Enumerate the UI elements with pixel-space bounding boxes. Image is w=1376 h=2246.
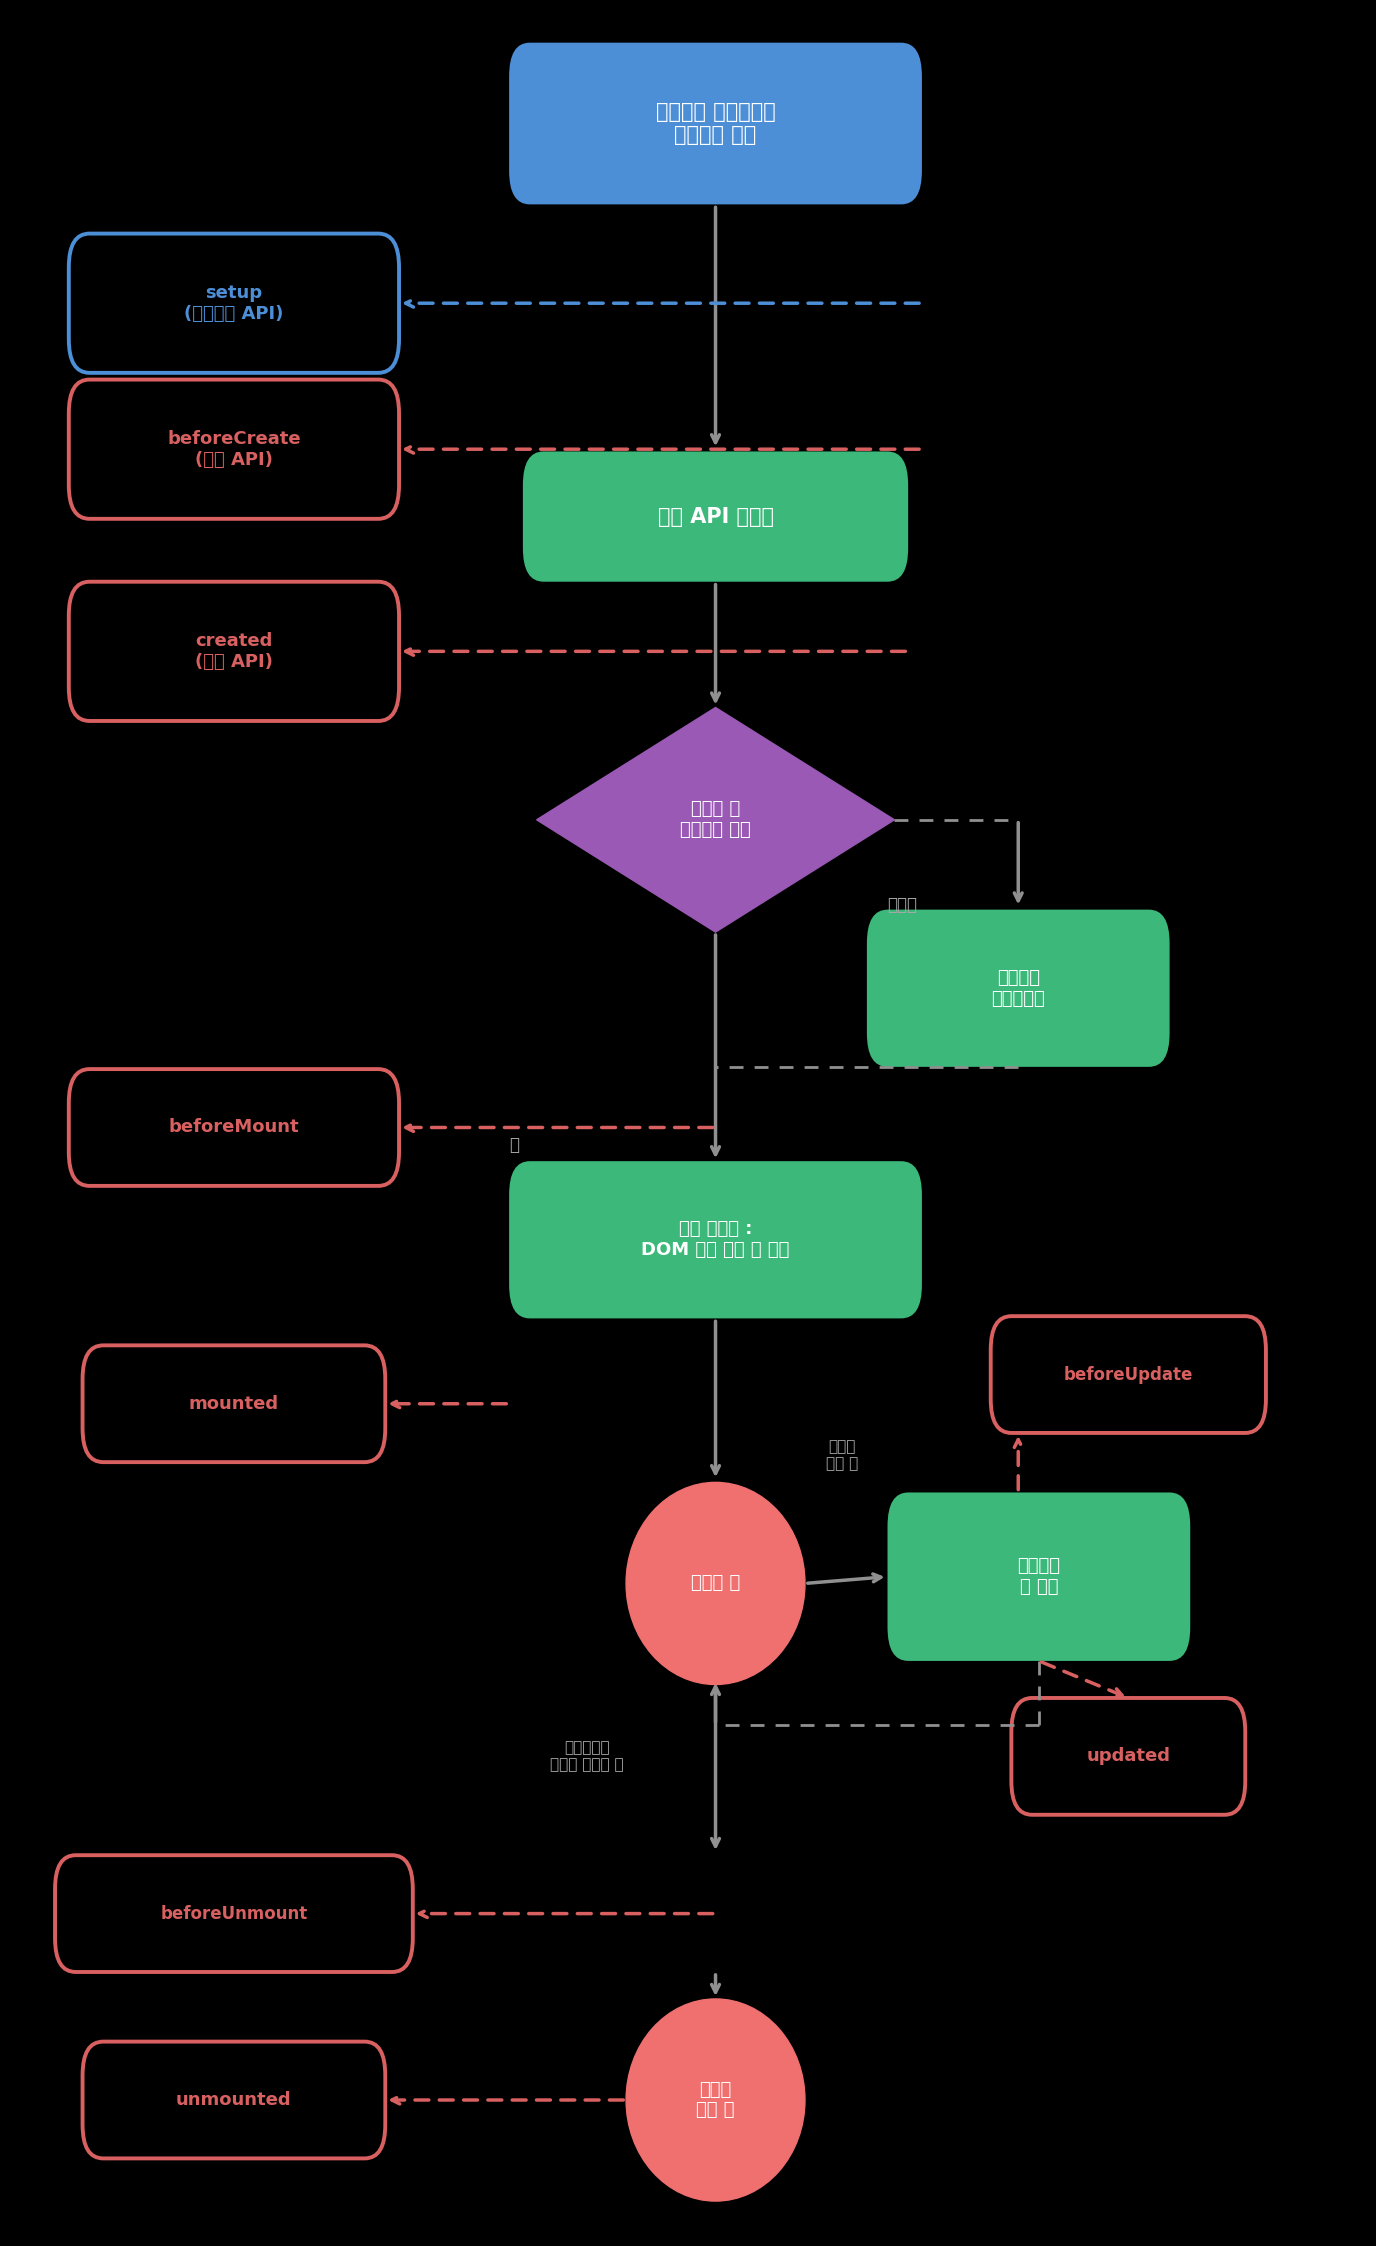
Ellipse shape [626, 1482, 805, 1684]
FancyBboxPatch shape [55, 1855, 413, 1972]
FancyBboxPatch shape [83, 1345, 385, 1462]
Text: beforeCreate
(옵션 API): beforeCreate (옵션 API) [166, 429, 301, 469]
FancyBboxPatch shape [69, 582, 399, 721]
Text: 옵션 API 초기화: 옵션 API 초기화 [658, 508, 773, 526]
Text: beforeUpdate: beforeUpdate [1064, 1366, 1193, 1384]
FancyBboxPatch shape [888, 1491, 1190, 1662]
Text: setup
(컴포지션 API): setup (컴포지션 API) [184, 283, 283, 323]
Text: 컴파일 된
템플릿이 있다: 컴파일 된 템플릿이 있다 [680, 800, 751, 840]
Text: 템플릿을
컴파일한다: 템플릿을 컴파일한다 [991, 968, 1046, 1008]
Text: 마운트
해제 됨: 마운트 해제 됨 [696, 2080, 735, 2120]
Text: created
(옵션 API): created (옵션 API) [195, 631, 272, 672]
Text: unmounted: unmounted [176, 2091, 292, 2109]
Text: 렌더러가 컴포넌트를
처리해야 한다: 렌더러가 컴포넌트를 처리해야 한다 [655, 101, 776, 146]
Text: beforeUnmount: beforeUnmount [160, 1905, 308, 1923]
FancyBboxPatch shape [523, 451, 908, 582]
Text: 예: 예 [509, 1136, 519, 1154]
FancyBboxPatch shape [1011, 1698, 1245, 1815]
Text: 초기 렌더링 :
DOM 노드 생성 및 삽입: 초기 렌더링 : DOM 노드 생성 및 삽입 [641, 1220, 790, 1260]
FancyBboxPatch shape [509, 43, 922, 204]
FancyBboxPatch shape [69, 234, 399, 373]
FancyBboxPatch shape [69, 380, 399, 519]
FancyBboxPatch shape [69, 1069, 399, 1186]
FancyBboxPatch shape [867, 910, 1170, 1067]
Text: 데이터
변경 시: 데이터 변경 시 [826, 1440, 857, 1471]
FancyBboxPatch shape [83, 2042, 385, 2158]
Ellipse shape [626, 1999, 805, 2201]
Text: updated: updated [1086, 1747, 1171, 1765]
Text: 마운트 됨: 마운트 됨 [691, 1574, 740, 1592]
Text: 리렌더링
및 패치: 리렌더링 및 패치 [1017, 1556, 1061, 1597]
Text: mounted: mounted [189, 1395, 279, 1413]
Text: beforeMount: beforeMount [169, 1119, 299, 1136]
FancyBboxPatch shape [991, 1316, 1266, 1433]
Text: 아니오: 아니오 [888, 896, 918, 914]
Text: 컴포넌트가
마운트 해제될 때: 컴포넌트가 마운트 해제될 때 [550, 1741, 625, 1772]
FancyBboxPatch shape [509, 1161, 922, 1318]
Polygon shape [537, 707, 894, 932]
